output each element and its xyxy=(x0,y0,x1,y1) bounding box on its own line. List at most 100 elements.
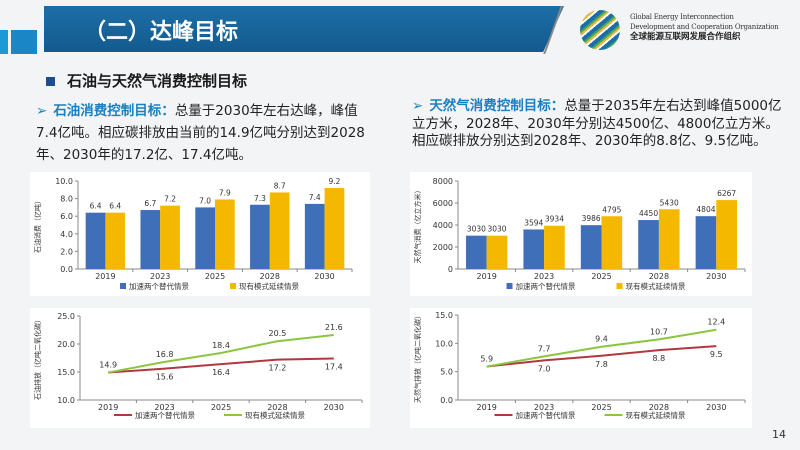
y-tick-label: 15.0 xyxy=(57,368,75,377)
oil-paragraph: ➢ 石油消费控制目标：总量于2030年左右达峰，峰值7.4亿吨。相应碳排放由当前的… xyxy=(36,100,376,166)
data-label: 6267 xyxy=(717,189,736,198)
gas-paragraph: ➢ 天然气消费控制目标：总量于2035年左右达到峰值5000亿立方米，2028年、… xyxy=(412,98,790,151)
y-tick-label: 4.0 xyxy=(60,230,73,239)
legend-label: 现有模式延续情景 xyxy=(626,281,686,291)
y-tick-label: 10.0 xyxy=(435,339,453,348)
data-label: 6.7 xyxy=(144,199,156,208)
x-tick-label: 2028 xyxy=(267,403,287,412)
data-label: 9.2 xyxy=(328,177,340,186)
data-label: 17.4 xyxy=(325,363,343,372)
gas-emission-chart: 0.0 5.0 10.0 15.0 2019 2023 2025 2028 2030 天然气排放（… xyxy=(413,311,746,420)
gas-emission-chart-panel: 0.0 5.0 10.0 15.0 2019 2023 2025 2028 2030 天然气排放（… xyxy=(410,308,752,428)
bar xyxy=(658,209,680,269)
data-label: 3594 xyxy=(524,218,543,227)
y-tick-label: 6.0 xyxy=(60,212,73,221)
y-axis-label: 天然气消费（亿立方米） xyxy=(413,187,422,264)
legend-swatch xyxy=(230,283,236,289)
y-tick-label: 10.0 xyxy=(55,177,73,186)
data-label: 5.9 xyxy=(480,355,493,364)
bar xyxy=(695,216,717,269)
data-label: 7.3 xyxy=(254,194,266,203)
y-tick-label: 20.0 xyxy=(57,340,75,349)
data-label: 14.9 xyxy=(99,361,117,370)
bar xyxy=(85,212,106,269)
data-label: 7.9 xyxy=(219,188,231,197)
bar xyxy=(486,235,508,269)
y-tick-label: 4000 xyxy=(433,221,453,230)
decor-square xyxy=(0,30,8,54)
data-label: 16.4 xyxy=(212,368,230,377)
gas-keyword: 天然气消费控制目标： xyxy=(429,98,565,114)
org-name: Global Energy Interconnection Developmen… xyxy=(630,12,779,42)
legend-label: 现有模式延续情景 xyxy=(626,410,686,420)
data-label: 4804 xyxy=(696,205,715,214)
x-tick-label: 2019 xyxy=(95,272,115,281)
data-label: 4450 xyxy=(639,209,658,218)
y-tick-label: 2000 xyxy=(433,243,453,252)
y-tick-label: 15.0 xyxy=(435,311,453,320)
data-label: 5430 xyxy=(660,198,679,207)
org-name-cn: 全球能源互联网发展合作组织 xyxy=(630,32,741,42)
section-heading-text: 石油与天然气消费控制目标 xyxy=(67,72,248,90)
x-tick-label: 2019 xyxy=(98,403,118,412)
x-tick-label: 2023 xyxy=(534,272,554,281)
x-tick-label: 2023 xyxy=(534,403,554,412)
data-label: 7.0 xyxy=(538,364,551,373)
data-label: 3030 xyxy=(467,225,486,234)
bar xyxy=(250,204,270,269)
y-tick-label: 5.0 xyxy=(440,368,453,377)
x-tick-label: 2025 xyxy=(211,403,231,412)
data-label: 7.0 xyxy=(199,196,211,205)
series-line xyxy=(108,334,334,374)
bar xyxy=(544,225,565,269)
y-tick-label: 8000 xyxy=(433,177,453,186)
legend-label: 加速两个替代情景 xyxy=(129,281,189,291)
x-tick-label: 2025 xyxy=(591,272,611,281)
data-label: 15.6 xyxy=(156,373,174,382)
x-tick-label: 2019 xyxy=(477,403,497,412)
data-label: 9.5 xyxy=(710,350,723,359)
bar xyxy=(601,216,623,269)
bar xyxy=(523,229,545,269)
bar xyxy=(324,188,345,269)
legend-label: 加速两个替代情景 xyxy=(516,281,576,291)
oil-body: 总量于2030年左右达峰，峰值7.4亿吨。相应碳排放由当前的14.9亿吨分别达到… xyxy=(36,103,365,163)
x-tick-label: 2025 xyxy=(591,403,611,412)
y-tick-label: 0.0 xyxy=(440,396,453,405)
y-tick-label: 2.0 xyxy=(60,247,73,256)
gas-consumption-chart-panel: 0 2000 4000 6000 8000 2019 2023 2025 2028 2030 天然气… xyxy=(410,172,752,296)
oil-emission-chart: 10.0 15.0 20.0 25.0 2019 2023 2025 2028 2030 石油排放… xyxy=(33,312,363,420)
x-tick-label: 2025 xyxy=(205,272,225,281)
bar xyxy=(140,210,161,269)
oil-consumption-chart-panel: 0.0 2.0 4.0 6.0 8.0 10.0 2019 2023 2025 2028 2030 石… xyxy=(30,172,370,296)
data-label: 7.8 xyxy=(595,360,608,369)
bar xyxy=(580,225,602,269)
data-label: 12.4 xyxy=(707,318,725,327)
series-line xyxy=(486,328,717,368)
y-axis-label: 天然气排放（亿吨二氧化碳） xyxy=(413,312,422,403)
data-label: 3986 xyxy=(582,214,601,223)
y-tick-label: 0.0 xyxy=(60,265,73,274)
geidco-logo-icon xyxy=(580,10,620,50)
data-label: 10.7 xyxy=(650,327,668,336)
bar xyxy=(195,207,215,269)
bar xyxy=(638,220,659,269)
page-title: （二）达峰目标 xyxy=(84,20,239,45)
y-tick-label: 6000 xyxy=(433,199,453,208)
data-label: 7.7 xyxy=(538,344,551,353)
data-label: 6.4 xyxy=(109,202,121,211)
data-label: 4795 xyxy=(602,205,621,214)
x-tick-label: 2028 xyxy=(649,272,669,281)
x-tick-label: 2019 xyxy=(477,272,497,281)
org-name-en-2: Development and Cooperation Organization xyxy=(630,23,779,31)
org-name-en-1: Global Energy Interconnection xyxy=(630,13,734,21)
section-heading: 石油与天然气消费控制目标 xyxy=(46,70,247,91)
y-tick-label: 8.0 xyxy=(60,195,73,204)
legend-label: 现有模式延续情景 xyxy=(245,410,305,420)
x-tick-label: 2028 xyxy=(649,403,669,412)
bar xyxy=(269,192,290,269)
bar xyxy=(105,212,126,269)
data-label: 20.5 xyxy=(268,329,286,338)
x-tick-label: 2030 xyxy=(314,272,334,281)
